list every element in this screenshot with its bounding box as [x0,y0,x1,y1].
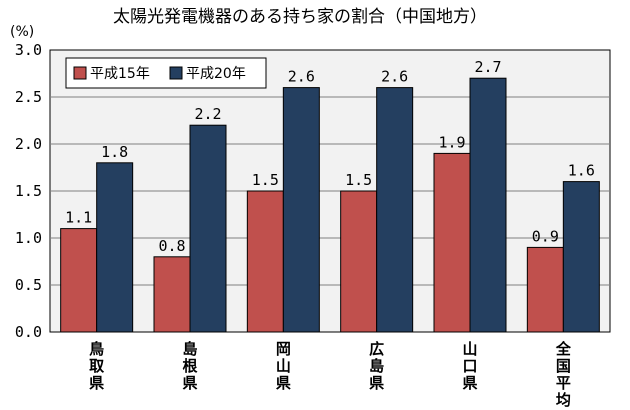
legend-swatch-h15 [73,66,87,80]
bar-h15 [60,228,98,333]
x-category-label: 全国平均 [555,340,572,409]
x-category-label: 島根県 [182,340,197,392]
y-tick-label: 2.5 [15,88,42,106]
x-category-label: 山口県 [462,340,477,392]
bar-h20 [376,87,414,333]
data-label: 1.6 [568,162,595,180]
y-unit-label: (%) [10,24,34,40]
y-tick-label: 2.0 [15,135,42,153]
data-label: 1.1 [65,209,92,227]
bar-h20 [282,87,320,333]
bar-h15 [340,190,378,333]
legend-swatch-h20 [169,66,183,80]
legend: 平成15年 平成20年 [65,57,267,89]
data-label: 0.8 [158,237,185,255]
y-tick-label: 0.5 [15,276,42,294]
y-tick-label: 3.0 [15,41,42,59]
x-category-label: 岡山県 [276,340,291,392]
legend-label-h15: 平成15年 [90,66,150,82]
data-label: 1.9 [438,133,465,151]
x-axis-labels: 鳥取県 島根県 岡山県 広島県 山口県 全国平均 [89,340,572,409]
bar-h15 [153,256,191,333]
legend-label-h20: 平成20年 [186,66,246,82]
bar-h20 [96,162,134,333]
x-category-label: 鳥取県 [89,340,105,392]
bar-h15 [246,190,284,333]
x-category-label: 広島県 [369,340,384,392]
gridlines [50,96,610,286]
bar-h20 [562,181,600,333]
data-label: 1.5 [345,171,372,189]
bar-h20 [469,77,507,333]
y-tick-label: 1.0 [15,229,42,247]
bars [60,77,600,333]
data-label: 1.5 [252,171,279,189]
data-label: 2.6 [288,68,315,86]
y-tick-label: 1.5 [15,182,42,200]
bar-h20 [189,124,227,333]
y-tick-label: 0.0 [15,323,42,341]
data-labels: 1.1 1.8 0.8 2.2 1.5 2.6 1.5 2.6 1.9 2.7 0.9 1.6 [65,58,595,255]
bar-h15 [433,152,471,333]
legend-box [65,57,267,89]
data-label: 2.6 [381,68,408,86]
data-label: 2.2 [194,105,221,123]
data-label: 1.8 [101,143,128,161]
bar-h15 [526,246,564,333]
chart-title: 太陽光発電機器のある持ち家の割合（中国地方） [113,7,487,27]
data-label: 0.9 [532,227,559,245]
y-axis-ticks: 0.0 0.5 1.0 1.5 2.0 2.5 3.0 [15,41,42,341]
data-label: 2.7 [474,58,501,76]
